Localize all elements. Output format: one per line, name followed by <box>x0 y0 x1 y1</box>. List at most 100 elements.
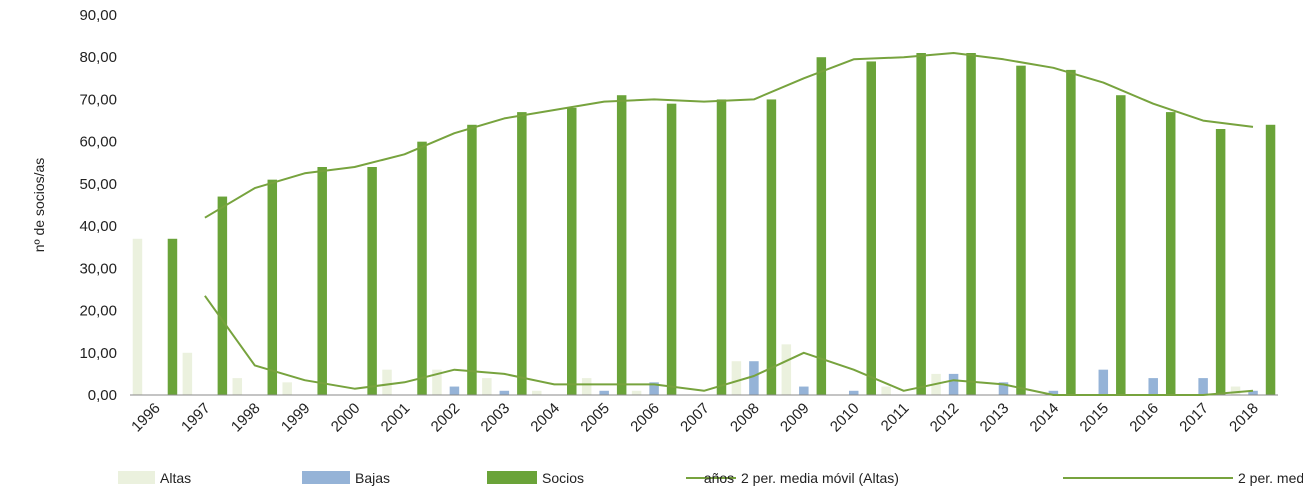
bar-socios <box>467 124 477 395</box>
bar-socios <box>1265 124 1276 395</box>
x-tick-label: 2000 <box>328 400 364 436</box>
legend-swatch-socios <box>487 471 537 484</box>
legend-swatch-altas <box>118 471 155 484</box>
y-tick-label: 30,00 <box>79 260 117 277</box>
bar-socios <box>417 141 427 395</box>
bar-altas <box>1230 386 1241 395</box>
bar-socios <box>966 53 976 395</box>
bar-socios <box>1116 95 1126 395</box>
y-tick-label: 40,00 <box>79 218 117 235</box>
y-axis: 0,00 10,00 20,00 30,00 40,00 50,00 60,00 70,00 8… <box>79 7 117 404</box>
x-tick-label: 2010 <box>827 400 863 436</box>
bar-socios <box>367 167 377 395</box>
y-tick-label: 10,00 <box>79 345 117 362</box>
bar-altas <box>382 369 392 395</box>
x-axis-label: años <box>704 470 734 486</box>
bar-socios <box>866 61 876 395</box>
bar-socios <box>766 99 777 395</box>
x-tick-label: 1998 <box>228 400 264 436</box>
bar-socios <box>1215 129 1226 395</box>
bar-altas <box>232 378 243 395</box>
legend-label-2-per-media-movil-altas: 2 per. media móvil (Altas) <box>741 470 899 486</box>
legend-label-2-per-media-movil-socios: 2 per. media móvil (Socios) <box>1238 470 1303 486</box>
legend-label-bajas: Bajas <box>355 470 390 486</box>
trendlines <box>204 52 1254 396</box>
legend-swatch-bajas <box>302 471 350 484</box>
x-tick-label: 2009 <box>777 400 813 436</box>
legend-label-altas: Altas <box>160 470 191 486</box>
bar-socios <box>666 103 677 396</box>
y-axis-label: nº de socios/as <box>31 158 47 253</box>
bar-bajas <box>499 390 510 395</box>
bar-altas <box>581 378 592 395</box>
bar-socios <box>616 95 627 395</box>
bar-altas <box>432 369 442 395</box>
x-tick-label: 2015 <box>1077 400 1113 436</box>
x-tick-label: 2002 <box>428 400 464 436</box>
line-2-per-media-movil-altas <box>204 295 1254 396</box>
bar-socios <box>916 53 926 395</box>
bar-bajas <box>848 390 859 395</box>
legend: Altas Bajas Socios 2 per. media móvil (Alta… <box>118 470 1303 486</box>
y-tick-label: 90,00 <box>79 7 117 24</box>
bar-socios <box>816 57 827 395</box>
bar-bajas <box>948 373 959 395</box>
x-tick-label: 2003 <box>478 400 514 436</box>
x-tick-label: 2005 <box>577 400 613 436</box>
x-tick-label: 1996 <box>128 400 164 436</box>
bar-altas <box>881 386 891 395</box>
y-tick-label: 0,00 <box>88 387 117 404</box>
bar-altas <box>781 344 792 395</box>
y-tick-label: 50,00 <box>79 176 117 193</box>
bar-altas <box>731 361 742 395</box>
line-2-per-media-movil-socios <box>204 52 1254 219</box>
bar-altas <box>482 378 492 395</box>
x-tick-label: 2014 <box>1027 400 1063 436</box>
bar-socios <box>317 167 327 395</box>
bar-socios <box>1066 69 1076 395</box>
x-tick-label: 2017 <box>1176 400 1212 436</box>
bars <box>132 53 1276 396</box>
bar-altas <box>631 390 642 395</box>
x-tick-label: 2001 <box>378 400 414 436</box>
bar-altas <box>132 238 143 395</box>
bar-bajas <box>749 361 759 395</box>
bar-bajas <box>1098 369 1109 395</box>
bar-altas <box>532 390 542 395</box>
bar-bajas <box>1048 390 1059 395</box>
bar-socios <box>267 179 278 395</box>
y-tick-label: 20,00 <box>79 303 117 320</box>
bar-altas <box>282 382 292 395</box>
bar-socios <box>1016 65 1026 396</box>
bar-bajas <box>799 386 809 395</box>
y-tick-label: 80,00 <box>79 49 117 66</box>
x-tick-label: 2008 <box>727 400 763 436</box>
x-tick-label: 2011 <box>878 400 913 435</box>
bar-socios <box>167 238 178 395</box>
x-axis: 1996 1997 1998 1999 2000 2001 2002 2003 2004 2005… <box>128 400 1262 436</box>
bar-bajas <box>599 390 609 395</box>
bar-socios <box>517 112 527 396</box>
bar-socios <box>567 107 577 395</box>
x-tick-label: 2006 <box>627 400 663 436</box>
bar-socios <box>716 99 727 395</box>
x-tick-label: 2007 <box>677 400 713 436</box>
bar-socios <box>217 196 228 395</box>
x-tick-label: 2013 <box>977 400 1013 436</box>
bar-bajas <box>998 382 1009 395</box>
bar-altas <box>182 352 193 395</box>
bar-bajas <box>1198 378 1208 395</box>
bar-bajas <box>1148 378 1158 395</box>
bar-bajas <box>449 386 460 395</box>
y-tick-label: 60,00 <box>79 134 117 151</box>
x-tick-label: 2004 <box>527 400 563 436</box>
x-tick-label: 2016 <box>1126 400 1162 436</box>
bar-bajas <box>649 382 659 395</box>
x-tick-label: 1997 <box>178 400 214 436</box>
legend-label-socios: Socios <box>542 470 584 486</box>
x-tick-label: 2018 <box>1226 400 1262 436</box>
y-tick-label: 70,00 <box>79 91 117 108</box>
x-tick-label: 2012 <box>927 400 963 436</box>
bar-bajas <box>1248 390 1258 395</box>
